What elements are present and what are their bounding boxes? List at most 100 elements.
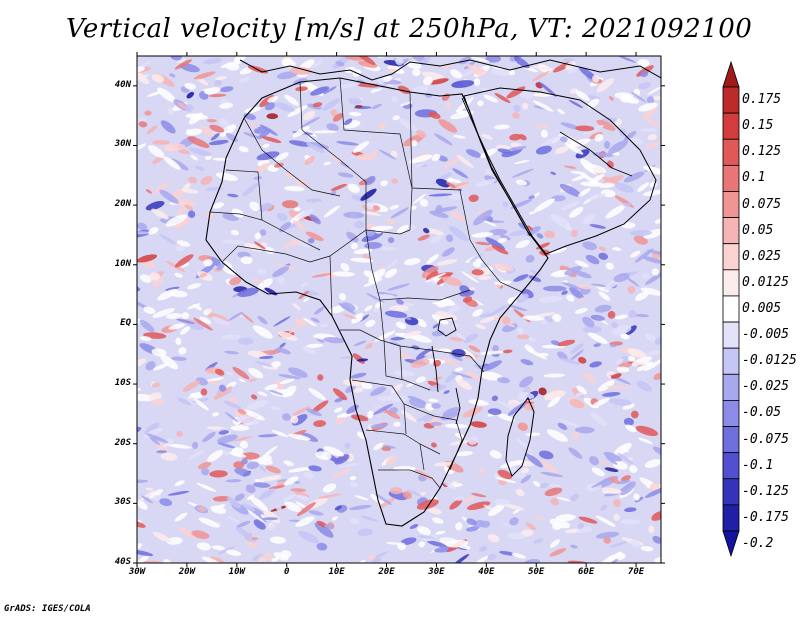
field-patch <box>262 143 270 148</box>
field-patch <box>644 358 661 372</box>
field-patch <box>356 153 376 161</box>
field-patch <box>450 211 466 222</box>
field-patch <box>417 234 430 241</box>
field-patch <box>354 495 369 501</box>
field-patch <box>176 207 187 215</box>
field-patch <box>454 496 465 501</box>
field-patch <box>137 490 155 503</box>
field-patch <box>403 258 421 266</box>
colorbar-swatch <box>722 478 740 506</box>
field-patch <box>246 400 268 410</box>
lon-tick-label: 20W <box>178 567 196 577</box>
field-patch <box>332 271 355 277</box>
field-patch <box>406 489 424 498</box>
field-patch <box>347 183 360 193</box>
field-patch <box>620 333 630 340</box>
field-patch <box>614 92 634 100</box>
field-patch <box>263 510 280 524</box>
field-patch <box>176 430 183 437</box>
field-patch <box>371 103 382 110</box>
field-patch <box>475 178 497 187</box>
lat-tick-label: 40S <box>114 557 131 567</box>
field-patch <box>535 516 543 521</box>
field-patch <box>572 431 580 440</box>
field-patch <box>243 409 265 421</box>
field-patch <box>184 83 197 90</box>
field-patch <box>254 232 261 240</box>
field-patch <box>209 124 225 133</box>
field-patch <box>138 121 148 128</box>
field-patch <box>282 385 297 398</box>
field-patch <box>622 202 631 207</box>
lon-tick-label: 40E <box>478 567 495 577</box>
field-patch <box>495 477 517 484</box>
field-patch <box>386 218 396 225</box>
field-patch <box>598 291 611 301</box>
field-patch <box>315 451 332 460</box>
field-patch <box>353 248 373 255</box>
field-patch <box>494 92 511 104</box>
field-patch <box>518 392 535 399</box>
field-patch <box>357 60 378 68</box>
field-patch <box>436 259 458 266</box>
field-patch <box>170 290 188 298</box>
field-patch <box>605 262 614 270</box>
field-patch <box>648 525 655 534</box>
field-patch <box>290 488 307 493</box>
field-patch <box>257 278 273 290</box>
field-patch <box>257 391 268 397</box>
field-patch <box>212 412 220 417</box>
colorbar-swatch <box>722 452 740 480</box>
field-patch <box>407 395 427 404</box>
country-borders <box>209 77 523 489</box>
field-patch <box>294 491 310 498</box>
field-patch <box>574 307 588 314</box>
chart-title: Vertical velocity [m/s] at 250hPa, VT: 2… <box>66 14 753 44</box>
field-patch <box>240 256 253 265</box>
field-patch <box>566 294 575 302</box>
field-patch <box>444 157 460 168</box>
field-patch <box>506 86 526 99</box>
field-patch <box>253 482 271 488</box>
field-patch <box>511 553 526 559</box>
field-patch <box>423 227 430 234</box>
field-patch <box>477 468 486 475</box>
lon-tick-label: 20E <box>378 567 395 577</box>
colorbar-swatch <box>722 426 740 454</box>
field-patch <box>350 242 358 250</box>
field-patch <box>238 146 249 153</box>
field-patch <box>479 371 503 381</box>
field-patch <box>353 387 365 393</box>
field-patch <box>374 330 396 342</box>
field-patch <box>320 323 328 328</box>
field-patch <box>378 122 386 130</box>
field-patch <box>620 519 641 525</box>
lat-tick-label: 10N <box>114 258 131 269</box>
field-patch <box>199 272 208 278</box>
field-patch <box>578 297 585 303</box>
field-patch <box>159 189 179 204</box>
colorbar-swatch <box>722 295 740 323</box>
field-patch <box>473 209 493 226</box>
field-patch <box>163 143 186 151</box>
field-patch <box>611 321 619 329</box>
field-patch <box>189 392 203 399</box>
field-patch <box>323 336 345 344</box>
field-patch <box>198 517 220 528</box>
field-patch <box>540 460 558 474</box>
colorbar-swatch <box>722 347 740 375</box>
field-patch <box>284 476 299 486</box>
field-patch <box>203 259 213 267</box>
field-patch <box>580 181 604 187</box>
field-patch <box>151 382 160 388</box>
field-patch <box>378 294 395 299</box>
field-patch <box>530 269 541 277</box>
field-patch <box>253 176 263 180</box>
field-patch <box>523 558 541 563</box>
field-patch <box>445 181 456 189</box>
field-patch <box>497 237 508 244</box>
field-patch <box>361 382 373 390</box>
field-patch <box>349 475 357 481</box>
field-patch <box>262 454 272 461</box>
field-patch <box>294 318 307 326</box>
